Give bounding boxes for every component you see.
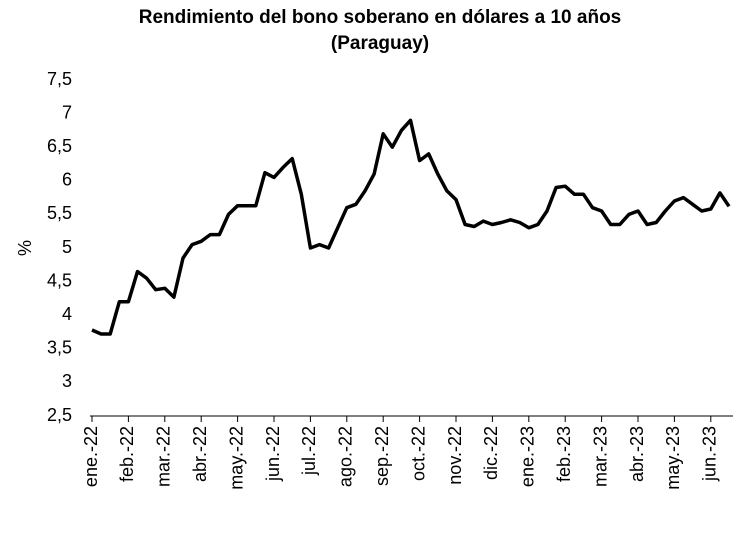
x-tick-label: ago.-22 [336,426,356,487]
y-tick-label: 3 [62,371,72,391]
x-tick-label: may.-23 [663,426,683,490]
x-tick-label: ene.-23 [518,426,538,487]
x-tick-label: feb.-23 [554,426,574,482]
y-tick-label: 7 [62,102,72,122]
y-tick-label: 6 [62,170,72,190]
y-tick-label: 4 [62,304,72,324]
y-tick-label: 2,5 [47,405,72,425]
x-tick-label: dic.-22 [481,426,501,480]
x-tick-label: jul.-22 [299,426,319,476]
x-tick-label: ene.-22 [81,426,101,487]
y-tick-label: 4,5 [47,270,72,290]
x-tick-label: abr.-22 [190,426,210,482]
x-tick-label: feb.-22 [117,426,137,482]
x-tick-label: mar.-23 [590,426,610,487]
y-axis-label: % [15,240,35,256]
chart-title: Rendimiento del bono soberano en dólares… [139,7,622,28]
y-tick-label: 3,5 [47,338,72,358]
x-tick-label: nov.-22 [445,426,465,485]
chart-subtitle: (Paraguay) [331,33,429,54]
y-tick-label: 5,5 [47,203,72,223]
x-tick-label: abr.-23 [627,426,647,482]
y-tick-label: 5 [62,237,72,257]
y-tick-label: 6,5 [47,136,72,156]
x-tick-label: mar.-22 [154,426,174,487]
y-tick-label: 7,5 [47,69,72,89]
x-tick-label: oct.-22 [408,426,428,481]
x-tick-label: sep.-22 [372,426,392,486]
line-series [91,118,731,336]
x-tick-label: may.-22 [226,426,246,490]
x-tick-label: jun.-23 [700,426,720,482]
x-tick-label: jun.-22 [263,426,283,482]
